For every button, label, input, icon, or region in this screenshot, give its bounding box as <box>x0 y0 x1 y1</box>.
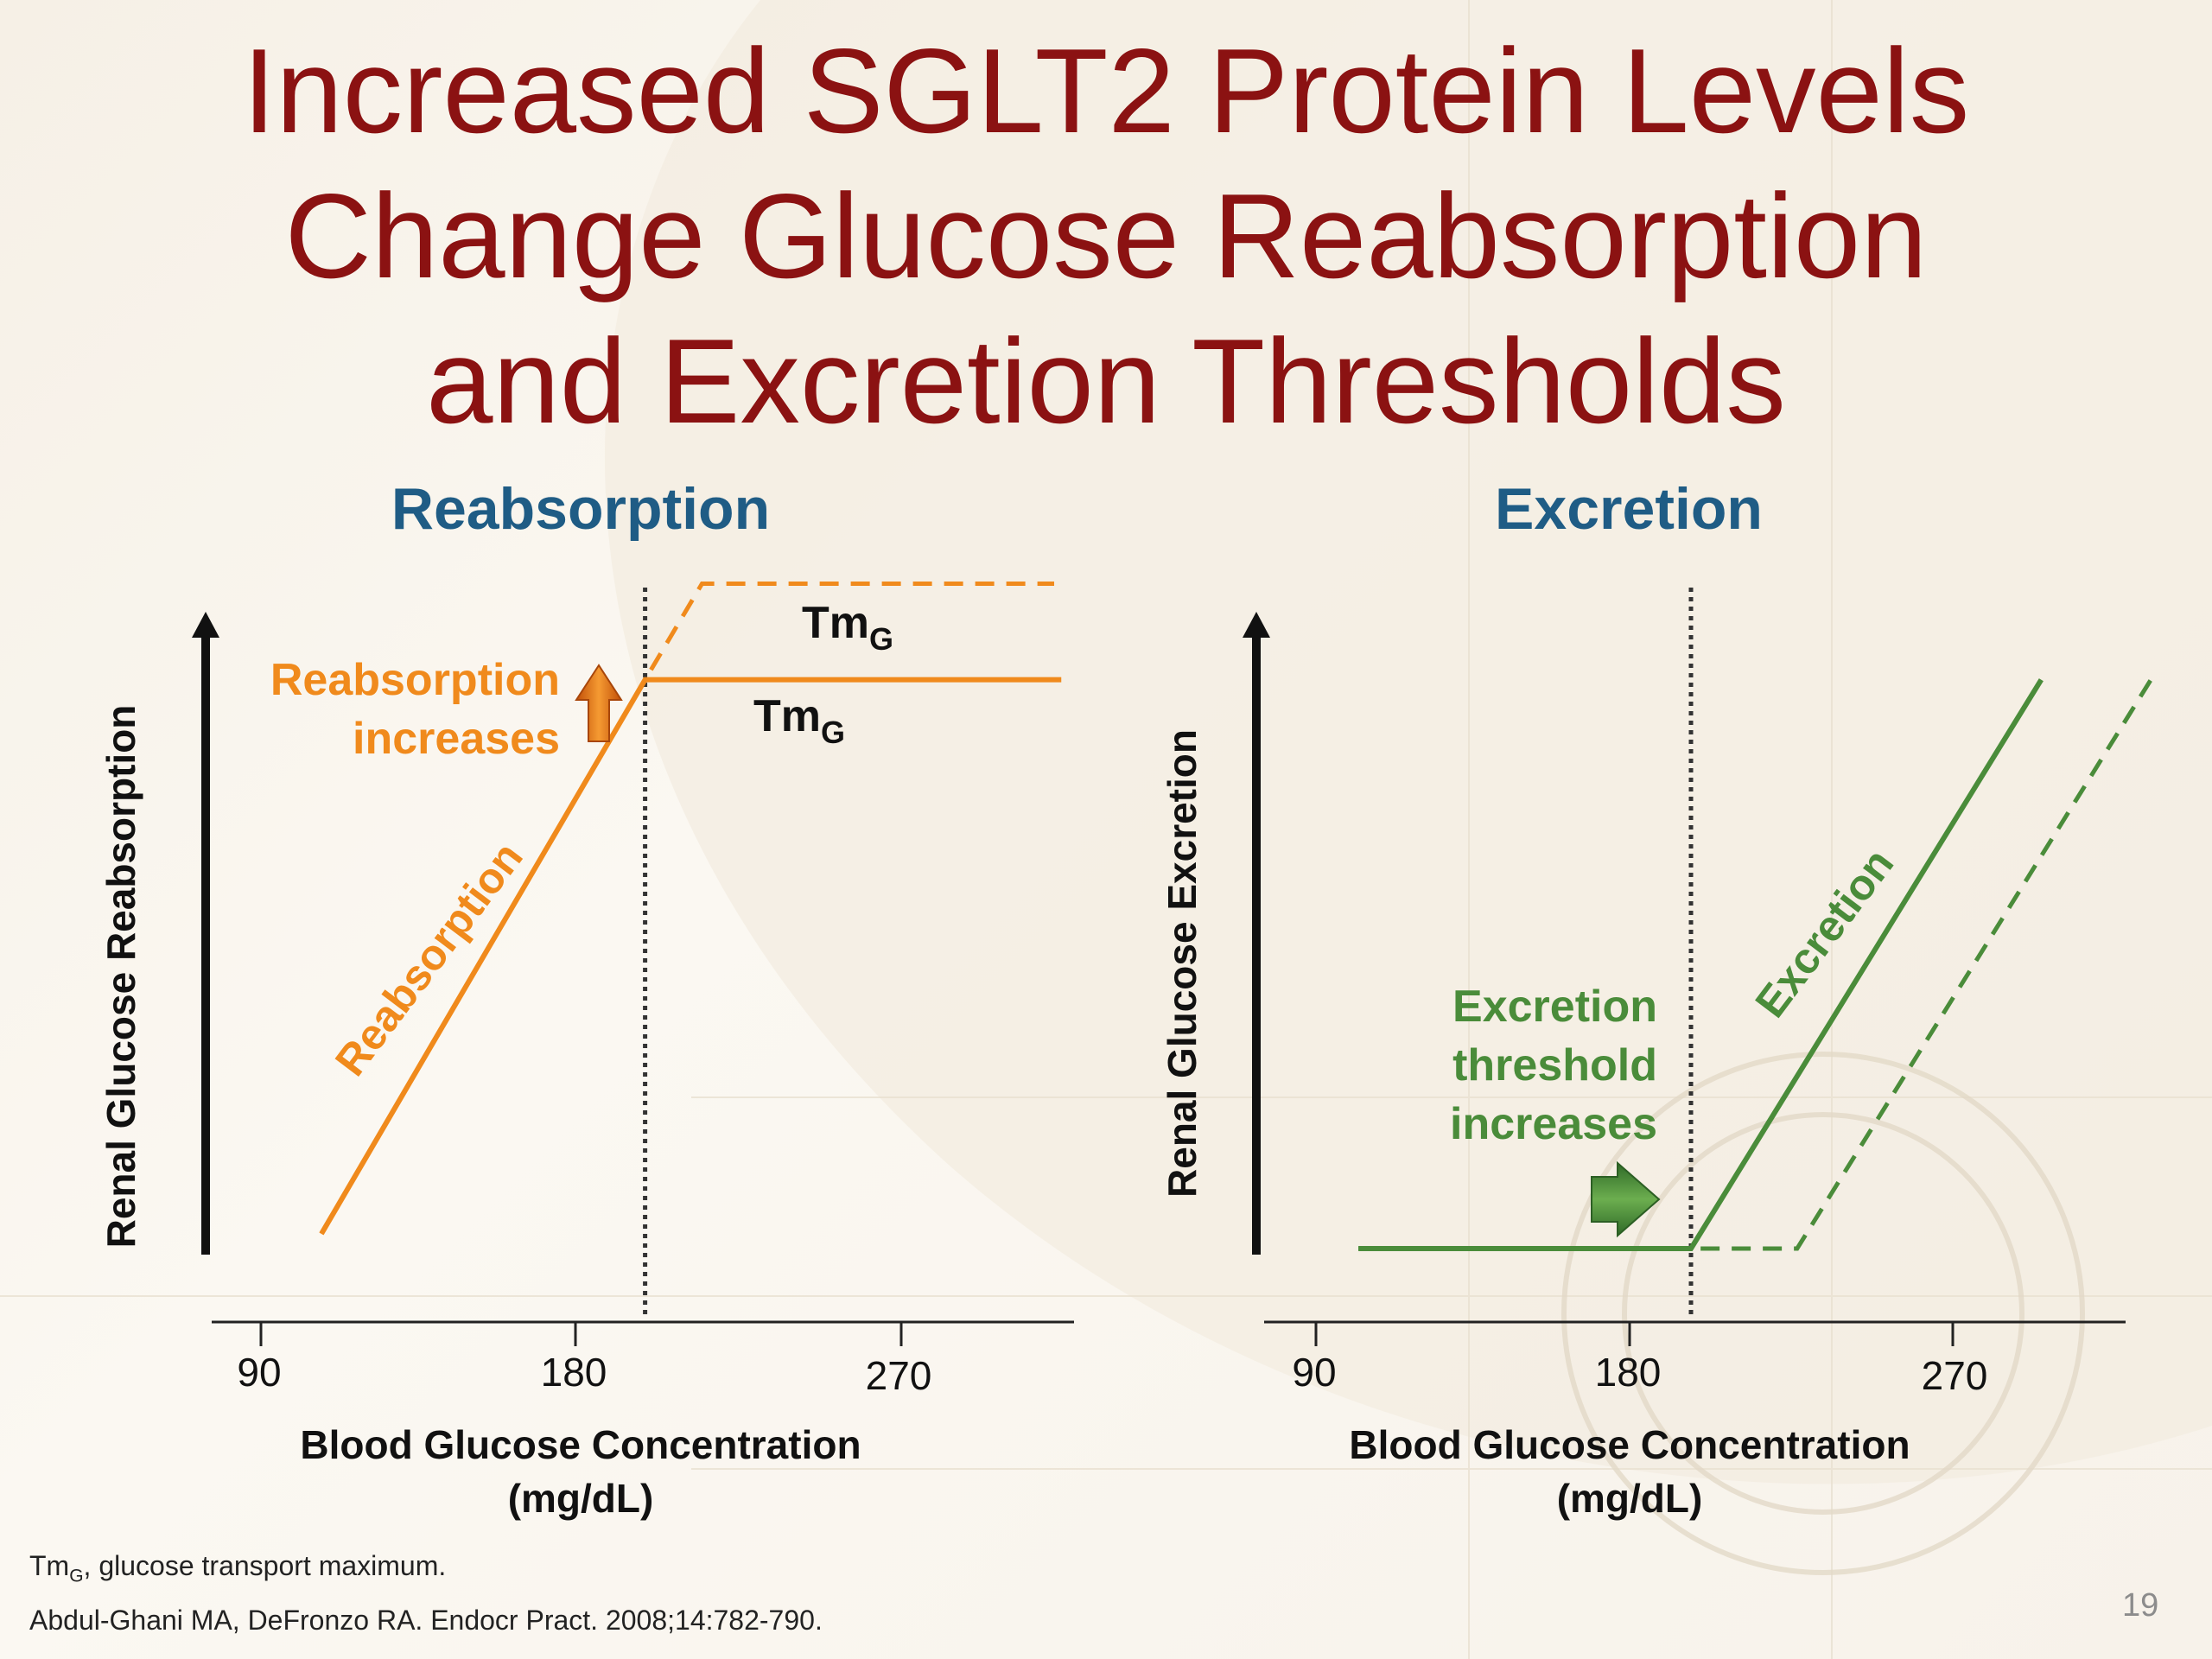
reabsorption-tick-label-270: 270 <box>866 1353 932 1398</box>
title-line-1: Increased SGLT2 Protein Levels <box>242 24 1970 158</box>
seal-watermark <box>1561 1052 2085 1575</box>
excretion-threshold-line1: Excretion <box>1452 982 1657 1032</box>
excretion-x-axis-label: Blood Glucose Concentration <box>1349 1422 1910 1467</box>
footnote: TmG, glucose transport maximum. <box>29 1550 446 1586</box>
reabsorption-y-axis-label: Renal Glucose Reabsorption <box>99 705 143 1249</box>
excretion-chart: Excretion Renal Glucose Excretion 90 180… <box>1160 476 2153 1521</box>
right-arrow-icon <box>1591 1160 1661 1238</box>
up-arrow-icon <box>575 664 623 742</box>
reabsorption-x-axis-label: Blood Glucose Concentration <box>300 1422 861 1467</box>
excretion-tick-label-90: 90 <box>1292 1350 1336 1395</box>
reabsorption-increases-line2: increases <box>353 714 560 764</box>
reabsorption-tick-label-90: 90 <box>237 1350 281 1395</box>
citation: Abdul-Ghani MA, DeFronzo RA. Endocr Prac… <box>29 1605 823 1636</box>
excretion-threshold-line3: increases <box>1450 1099 1657 1149</box>
reabsorption-panel-title: Reabsorption <box>391 476 770 542</box>
excretion-tick-label-270: 270 <box>1922 1353 1988 1398</box>
footnote-tm-sub: G <box>69 1566 84 1586</box>
excretion-tick-label-180: 180 <box>1595 1350 1662 1395</box>
footnote-text: , glucose transport maximum. <box>83 1550 447 1581</box>
reabsorption-increases-line1: Reabsorption <box>270 655 560 705</box>
excretion-x-axis-unit: (mg/dL) <box>1557 1476 1703 1521</box>
slide-number: 19 <box>2122 1587 2159 1624</box>
reabsorption-x-axis-unit: (mg/dL) <box>508 1476 654 1521</box>
excretion-panel-title: Excretion <box>1495 476 1763 542</box>
title-line-3: and Excretion Thresholds <box>426 315 1786 448</box>
reabsorption-tm-upper-label: TmG <box>802 598 893 657</box>
reabsorption-tm-lower-label: TmG <box>753 691 845 750</box>
reabsorption-chart: Reabsorption Renal Glucose Reabsorption … <box>99 476 1074 1521</box>
reabsorption-solid-curve <box>319 677 1062 1236</box>
slide-title: Increased SGLT2 Protein Levels Change Gl… <box>0 19 2212 454</box>
reabsorption-y-axis-arrowhead <box>192 612 219 638</box>
excretion-solid-curve <box>1358 678 2044 1251</box>
excretion-dashed-curve <box>1358 678 2153 1251</box>
footnote-tm: Tm <box>29 1550 70 1581</box>
excretion-y-axis-label: Renal Glucose Excretion <box>1160 729 1205 1198</box>
excretion-curve-label: Excretion <box>1745 840 1903 1027</box>
excretion-y-axis-arrowhead <box>1243 612 1270 638</box>
excretion-threshold-line2: threshold <box>1452 1040 1657 1090</box>
reabsorption-tick-label-180: 180 <box>541 1350 607 1395</box>
title-line-2: Change Glucose Reabsorption <box>284 169 1928 303</box>
